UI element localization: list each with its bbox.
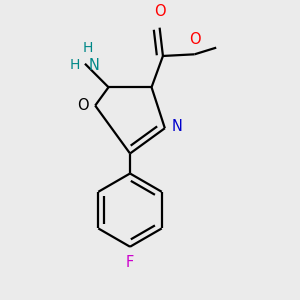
Text: O: O [189,32,200,47]
Text: H: H [83,41,94,56]
Text: N: N [88,58,99,73]
Text: O: O [77,98,88,113]
Text: N: N [172,119,182,134]
Text: H: H [70,58,80,72]
Text: F: F [126,255,134,270]
Text: O: O [154,4,165,20]
